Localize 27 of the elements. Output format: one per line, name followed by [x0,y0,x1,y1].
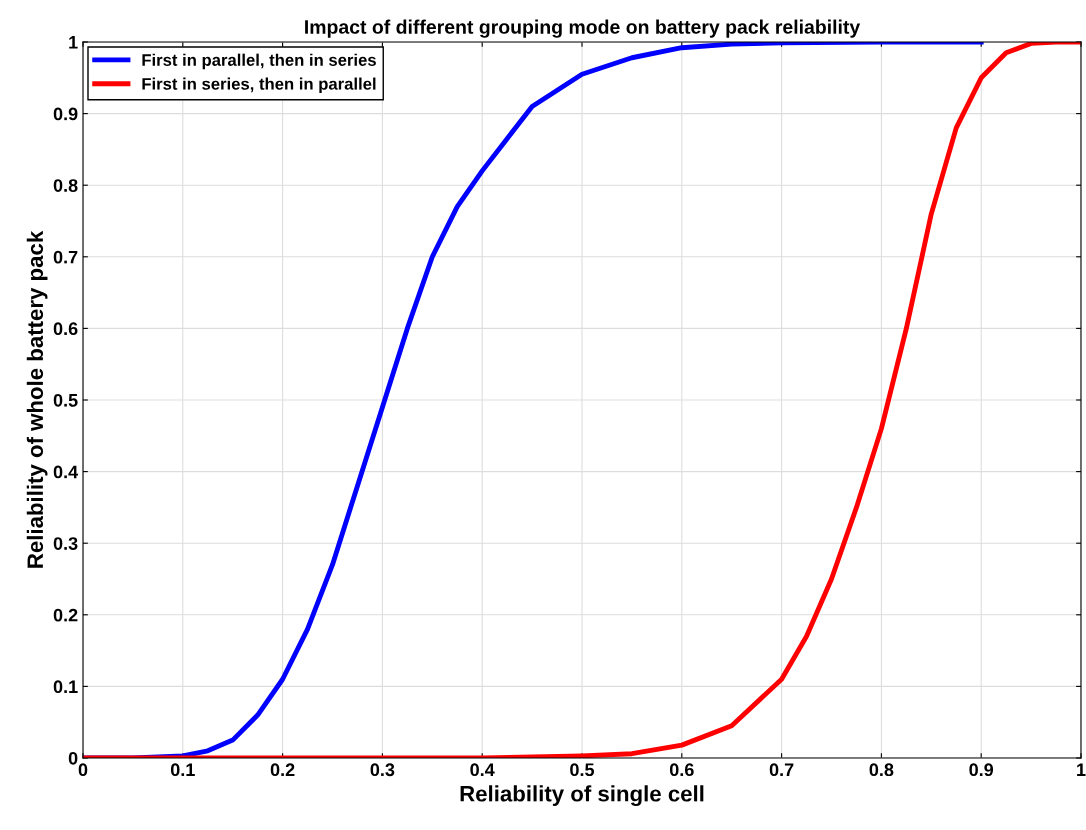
y-tick-label: 0.2 [53,608,78,622]
x-tick-label: 0.2 [270,763,295,777]
y-axis-title: Reliability of whole battery pack [26,230,48,568]
x-tick-label: 0.1 [170,763,195,777]
y-tick-label: 0.1 [53,680,78,694]
x-tick-label: 0.8 [869,763,894,777]
x-tick-label: 0.7 [769,763,794,777]
x-tick-label: 0.3 [370,763,395,777]
y-tick-label: 0.5 [53,393,78,407]
y-tick-label: 0.6 [53,322,78,336]
y-tick-label: 0.9 [53,107,78,121]
y-tick-label: 0.7 [53,250,78,264]
y-tick-label: 1 [69,36,78,49]
x-tick-label: 1 [1077,763,1086,776]
legend-label: First in parallel, then in series [142,53,376,70]
x-tick-label: 0.4 [470,763,495,777]
y-tick-label: 0.4 [53,465,79,479]
y-tick-label: 0 [68,751,78,765]
x-tick-label: 0.5 [570,763,595,777]
x-tick-label: 0 [78,763,88,777]
x-axis-title: Reliability of single cell [460,785,704,807]
x-tick-label: 0.9 [969,763,994,777]
x-tick-label: 0.6 [669,763,694,777]
y-tick-label: 0.3 [53,537,78,550]
chart-title: Impact of different grouping mode on battery pack reliability [305,19,861,38]
legend-label: First in series, then in parallel [142,77,376,94]
y-tick-label: 0.8 [53,179,78,192]
